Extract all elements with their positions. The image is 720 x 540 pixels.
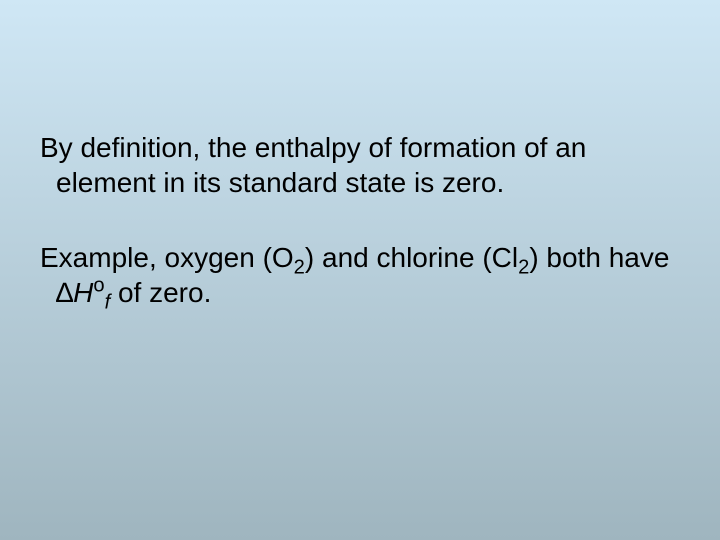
definition-text: By definition, the enthalpy of formation… bbox=[40, 132, 586, 198]
paragraph-definition: By definition, the enthalpy of formation… bbox=[40, 130, 680, 200]
standard-superscript: o bbox=[93, 275, 104, 297]
example-mid1: ) and chlorine (Cl bbox=[305, 242, 518, 273]
slide: By definition, the enthalpy of formation… bbox=[0, 0, 720, 540]
example-suffix: of zero. bbox=[110, 277, 211, 308]
delta-symbol: ∆ bbox=[56, 277, 73, 308]
cl2-subscript: 2 bbox=[518, 257, 529, 279]
example-prefix: Example, oxygen (O bbox=[40, 242, 294, 273]
o2-subscript: 2 bbox=[294, 257, 305, 279]
example-mid2: ) both have bbox=[529, 242, 669, 273]
enthalpy-H: H bbox=[73, 277, 93, 308]
paragraph-example: Example, oxygen (O2) and chlorine (Cl2) … bbox=[40, 240, 680, 310]
